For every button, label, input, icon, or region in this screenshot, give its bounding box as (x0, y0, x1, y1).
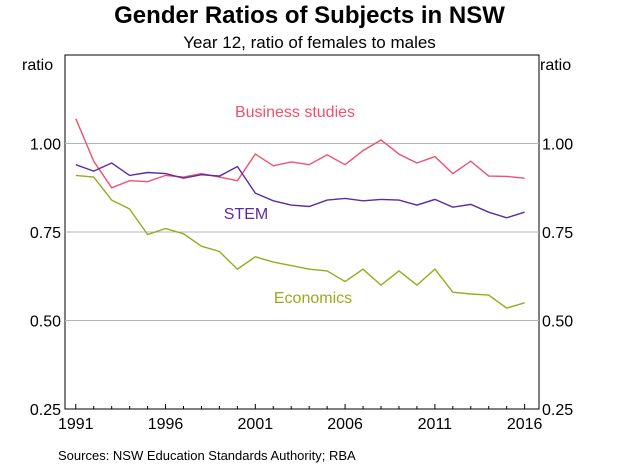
gridlines (65, 143, 539, 321)
y-tick-label-left: 0.25 (30, 402, 61, 419)
series-label: STEM (224, 206, 268, 223)
series-line (75, 162, 525, 219)
x-tick-label: 1991 (58, 416, 94, 433)
y-tick-label-right: 0.50 (542, 314, 573, 331)
y-tick-label-right: 0.25 (542, 402, 573, 419)
left-axis-unit: ratio (22, 57, 54, 74)
x-tick-label: 2006 (327, 416, 363, 433)
y-tick-label-right: 0.75 (542, 225, 573, 242)
x-tick-label: 1996 (148, 416, 184, 433)
y-tick-labels: 0.25 0.25 0.50 0.50 0.75 0.75 1.00 1.00 (30, 137, 573, 420)
series-labels: Business studies STEM Economics (224, 104, 355, 307)
series-lines (75, 118, 525, 309)
source-note: Sources: NSW Education Standards Authori… (58, 448, 356, 463)
series-line (75, 118, 525, 189)
y-tick-label-left: 0.50 (30, 314, 61, 331)
chart-title: Gender Ratios of Subjects in NSW (114, 2, 505, 29)
y-tick-label-right: 1.00 (542, 137, 573, 154)
x-tick-labels: 1991 1996 2001 2006 2011 2016 (58, 404, 543, 433)
x-tick-label: 2016 (507, 416, 543, 433)
x-tick-label: 2001 (238, 416, 274, 433)
y-tick-label-left: 0.75 (30, 225, 61, 242)
right-axis-unit: ratio (540, 57, 572, 74)
series-line (75, 174, 525, 309)
x-tick-label: 2011 (418, 416, 453, 433)
series-label: Economics (274, 290, 352, 307)
chart-subtitle: Year 12, ratio of females to males (183, 33, 436, 52)
series-label: Business studies (235, 104, 355, 121)
y-tick-label-left: 1.00 (30, 137, 61, 154)
